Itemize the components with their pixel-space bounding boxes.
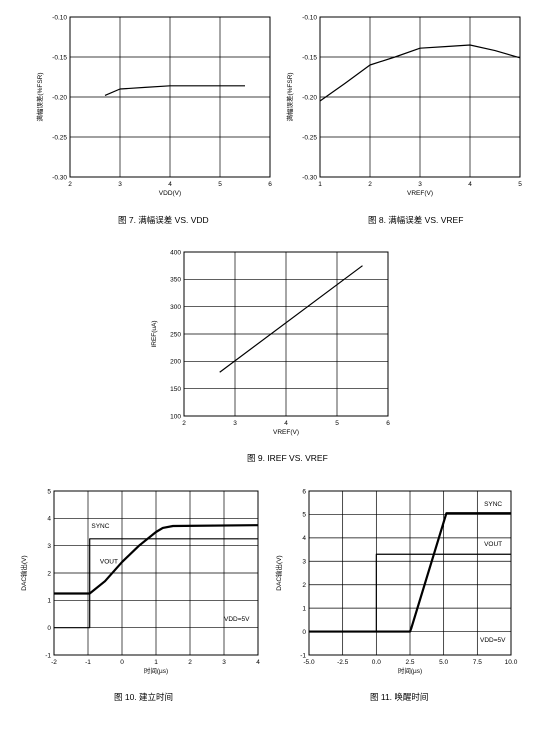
y-tick-label: 250 bbox=[170, 331, 181, 338]
x-axis-label: VREF(V) bbox=[407, 190, 433, 197]
chart-iref-vs-vref: 2 3 4 5 6 100 150 200 250 300 350 400 VREF(V) IREF(uA… bbox=[151, 249, 390, 436]
x-axis-label: 时间(µs) bbox=[398, 666, 422, 675]
plot-frame bbox=[319, 16, 521, 178]
y-tick-label: 1 bbox=[47, 598, 51, 605]
figure-10-caption: 图 10. 建立时间 bbox=[114, 692, 174, 702]
annotation-label: VDD=5V bbox=[224, 616, 250, 623]
x-tick-label: 5 bbox=[218, 181, 222, 188]
x-axis-label: VDD(V) bbox=[159, 190, 181, 197]
x-tick-label: 5 bbox=[518, 181, 522, 188]
x-tick-label: 6 bbox=[268, 181, 272, 188]
chart-full-scale-error-vs-vref: 1 2 3 4 5 -0.30 -0.25 -0.20 -0.15 -0.10 VREF(V) 满幅误… bbox=[285, 14, 522, 197]
plot-frame bbox=[308, 490, 512, 656]
x-tick-label: 4 bbox=[284, 420, 288, 427]
annotation-label: VDD=5V bbox=[480, 637, 506, 644]
y-tick-label: 300 bbox=[170, 304, 181, 311]
y-tick-label: 2 bbox=[47, 570, 51, 577]
x-axis-label: VREF(V) bbox=[273, 429, 299, 436]
y-axis-label: DAC输出(V) bbox=[274, 555, 283, 590]
x-tick-label: 3 bbox=[418, 181, 422, 188]
y-tick-label: -0.10 bbox=[52, 14, 67, 21]
annotation-label: VOUT bbox=[484, 541, 502, 548]
x-tick-label: 3 bbox=[222, 659, 226, 666]
y-tick-label: -0.20 bbox=[302, 94, 317, 101]
y-tick-label: -0.25 bbox=[302, 134, 317, 141]
x-tick-label: 1 bbox=[154, 659, 158, 666]
y-tick-label: 100 bbox=[170, 413, 181, 420]
series-line bbox=[319, 44, 521, 102]
y-tick-label: 350 bbox=[170, 277, 181, 284]
y-tick-label: 6 bbox=[302, 488, 306, 495]
x-tick-label: 10.0 bbox=[505, 659, 518, 666]
y-tick-label: -1 bbox=[45, 652, 51, 659]
y-tick-label: -0.15 bbox=[302, 54, 317, 61]
y-tick-label: -0.20 bbox=[52, 94, 67, 101]
y-axis-label: 满幅误差(%FSR) bbox=[285, 72, 294, 121]
y-axis-label: 满幅误差(%FSR) bbox=[35, 72, 44, 121]
series-line bbox=[104, 85, 245, 96]
x-tick-label: -2.5 bbox=[337, 659, 349, 666]
annotation-label: SYNC bbox=[91, 523, 109, 530]
x-tick-label: -1 bbox=[85, 659, 91, 666]
chart-settling-time: -2 -1 0 1 2 3 4-1012345时间(µs)DAC输出(V)SYNCVOUTV… bbox=[19, 488, 260, 675]
figure-7-caption: 图 7. 满幅误差 VS. VDD bbox=[118, 215, 209, 225]
x-tick-label: 2 bbox=[68, 181, 72, 188]
figure-9-caption: 图 9. IREF VS. VREF bbox=[247, 453, 328, 463]
y-tick-label: 5 bbox=[302, 512, 306, 519]
annotation-label: VOUT bbox=[100, 558, 118, 565]
series-line bbox=[54, 538, 258, 629]
x-tick-label: 3 bbox=[118, 181, 122, 188]
x-tick-label: 2 bbox=[188, 659, 192, 666]
plot-frame bbox=[53, 490, 259, 656]
x-tick-label: 5 bbox=[335, 420, 339, 427]
y-tick-label: 400 bbox=[170, 249, 181, 256]
x-tick-label: 3 bbox=[233, 420, 237, 427]
y-tick-label: -0.30 bbox=[302, 174, 317, 181]
plot-frame bbox=[183, 251, 389, 417]
series-line bbox=[219, 265, 363, 373]
x-tick-label: 4 bbox=[168, 181, 172, 188]
y-tick-label: 0 bbox=[47, 625, 51, 632]
y-tick-label: 150 bbox=[170, 386, 181, 393]
y-tick-label: 3 bbox=[302, 559, 306, 566]
y-tick-label: 2 bbox=[302, 582, 306, 589]
x-tick-label: -5.0 bbox=[303, 659, 315, 666]
x-tick-label: 2 bbox=[182, 420, 186, 427]
y-tick-label: 5 bbox=[47, 488, 51, 495]
x-tick-label: 1 bbox=[318, 181, 322, 188]
y-tick-label: -0.30 bbox=[52, 174, 67, 181]
y-tick-label: 4 bbox=[302, 535, 306, 542]
x-tick-label: 7.5 bbox=[473, 659, 482, 666]
x-tick-label: 0 bbox=[120, 659, 124, 666]
y-tick-label: 3 bbox=[47, 543, 51, 550]
x-tick-label: -2 bbox=[51, 659, 57, 666]
series-line bbox=[54, 524, 259, 595]
y-tick-label: 1 bbox=[302, 605, 306, 612]
annotation-label: SYNC bbox=[484, 501, 502, 508]
x-tick-label: 4 bbox=[256, 659, 260, 666]
x-tick-label: 4 bbox=[468, 181, 472, 188]
y-tick-label: 0 bbox=[302, 629, 306, 636]
chart-full-scale-error-vs-vdd: 2 3 4 5 6 -0.30 -0.25 -0.20 -0.15 -0.10 VDD(V) 满幅误差… bbox=[35, 14, 272, 197]
x-tick-label: 6 bbox=[386, 420, 390, 427]
y-tick-label: -0.10 bbox=[302, 14, 317, 21]
plot-frame bbox=[69, 16, 271, 178]
figure-11-caption: 图 11. 唤醒时间 bbox=[370, 692, 429, 702]
y-tick-label: -1 bbox=[300, 652, 306, 659]
y-axis-label: IREF(uA) bbox=[151, 320, 158, 347]
x-tick-label: 2.5 bbox=[405, 659, 414, 666]
y-axis-label: DAC输出(V) bbox=[19, 555, 28, 590]
x-tick-label: 0.0 bbox=[372, 659, 381, 666]
x-tick-label: 2 bbox=[368, 181, 372, 188]
y-tick-label: 4 bbox=[47, 516, 51, 523]
x-tick-label: 5.0 bbox=[439, 659, 448, 666]
y-tick-label: -0.25 bbox=[52, 134, 67, 141]
series-line bbox=[309, 512, 511, 633]
x-axis-label: 时间(µs) bbox=[144, 666, 168, 675]
y-tick-label: -0.15 bbox=[52, 54, 67, 61]
figure-8-caption: 图 8. 满幅误差 VS. VREF bbox=[368, 215, 464, 225]
chart-wakeup-time: -5.0 -2.5 0.0 2.5 5.0 7.5 10.0 -1 0 1 2 3 4 5 6 时间(µs) D… bbox=[274, 488, 518, 675]
y-tick-label: 200 bbox=[170, 359, 181, 366]
